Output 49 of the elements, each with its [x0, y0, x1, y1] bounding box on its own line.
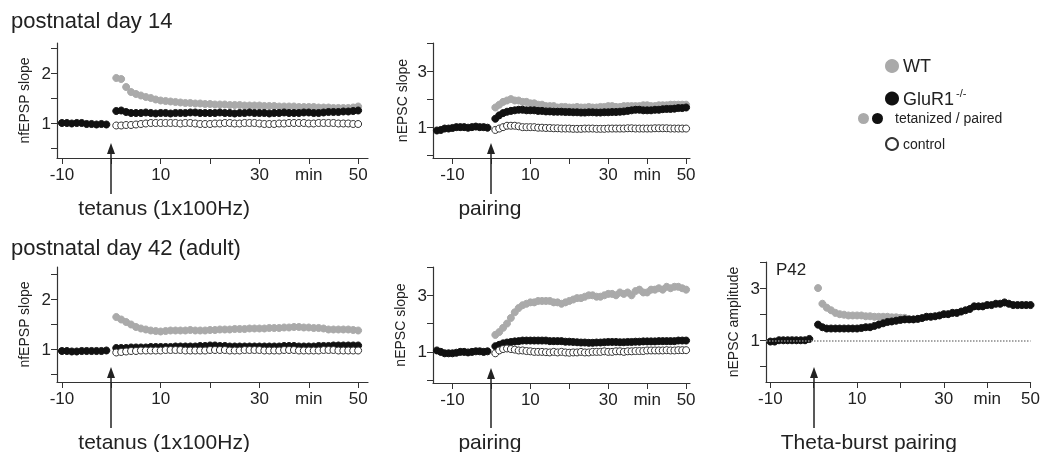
x-tick-label: 30 [598, 390, 618, 409]
x-tick-label: 50 [348, 389, 368, 408]
y-tick-label: 1 [41, 340, 51, 359]
y-axis-title: nfEPSP slope [15, 281, 32, 368]
x-tick-label: min [973, 389, 1001, 408]
x-tick-label: 10 [520, 390, 540, 409]
ref-line-label: tetanus (1x100Hz) [78, 196, 250, 220]
x-tick-label: 10 [520, 165, 540, 184]
x-tick-label: 30 [934, 389, 954, 408]
y-axis-title: nEPSC slope [394, 58, 410, 143]
legend-label: GluR1-/- [903, 86, 967, 109]
x-tick-label: -10 [49, 389, 75, 408]
x-tick-label: -10 [440, 390, 465, 409]
x-tick-label: min [295, 165, 323, 184]
x-tick-label: min [633, 390, 661, 409]
x-tick-label: 10 [151, 389, 171, 408]
x-tick-label: 30 [598, 165, 618, 184]
x-tick-label: 50 [676, 165, 696, 184]
y-axis-title: nfEPSP slope [15, 57, 32, 144]
y-tick-label: 2 [41, 290, 51, 309]
chart-title: postnatal day 42 (adult) [11, 234, 241, 260]
legend-label: WT [903, 56, 931, 76]
y-tick-label: 3 [417, 61, 427, 81]
x-tick-label: 30 [249, 165, 269, 184]
legend-label: control [903, 136, 946, 152]
text: tetanized / paired [895, 109, 1003, 128]
y-tick-label: 2 [41, 63, 51, 83]
y-tick-label: 1 [417, 117, 427, 137]
y-tick-label: 1 [417, 342, 427, 362]
x-tick-label: min [295, 389, 323, 408]
x-tick-label: -10 [49, 165, 75, 184]
y-axis-title: nEPSC amplitude [724, 266, 741, 378]
x-tick-label: -10 [758, 389, 783, 408]
x-tick-label: 10 [847, 389, 867, 408]
x-tick-label: 50 [348, 165, 368, 184]
x-tick-label: min [633, 165, 661, 184]
x-tick-label: 50 [676, 390, 696, 409]
y-axis-title: nEPSC slope [391, 283, 408, 367]
chart-title: postnatal day 14 [11, 7, 173, 33]
x-tick-label: 50 [1021, 389, 1041, 408]
y-tick-label: 1 [41, 113, 51, 133]
x-tick-label: 10 [151, 165, 171, 184]
ref-line-label: pairing [458, 196, 522, 220]
y-tick-label: 1 [750, 330, 760, 350]
y-tick-label: 3 [417, 285, 427, 305]
x-tick-label: 30 [249, 389, 269, 408]
y-tick-label: 3 [750, 278, 760, 298]
x-tick-label: -10 [440, 165, 465, 184]
annotation: P42 [776, 260, 807, 280]
